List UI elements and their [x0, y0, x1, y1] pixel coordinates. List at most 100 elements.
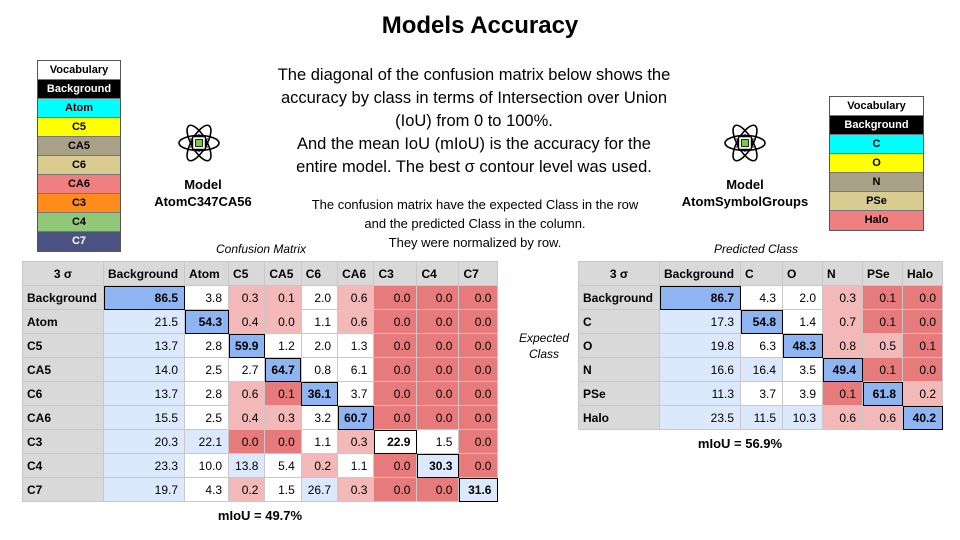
- matrix-cell: 0.0: [373, 309, 418, 334]
- matrix-diagonal-cell: 54.8: [740, 309, 784, 334]
- miou-right: mIoU = 56.9%: [697, 436, 783, 451]
- matrix-cell: 0.1: [862, 357, 904, 382]
- matrix-cell: 0.8: [822, 333, 864, 358]
- matrix-corner-label: 3 σ: [21, 261, 105, 286]
- matrix-cell: 0.2: [300, 453, 339, 478]
- matrix-row-header: C4: [21, 453, 105, 478]
- matrix-row: C5 13.7 2.8 59.9 1.2 2.0 1.3 0.0 0.0 0.0: [21, 333, 499, 358]
- matrix-cell: 0.7: [822, 309, 864, 334]
- matrix-row: Background 86.7 4.3 2.0 0.3 0.1 0.0: [577, 285, 944, 310]
- matrix-cell: 16.4: [740, 357, 784, 382]
- matrix-diagonal-cell: 54.3: [184, 309, 230, 334]
- vocabulary-item: Background: [830, 116, 923, 135]
- matrix-cell: 17.3: [659, 309, 742, 334]
- matrix-cell: 5.4: [264, 453, 302, 478]
- description: The diagonal of the confusion matrix bel…: [262, 64, 686, 179]
- vocabulary-item: C6: [38, 156, 120, 175]
- matrix-cell: 0.4: [228, 405, 266, 430]
- predicted-class-caption: Predicted Class: [714, 242, 799, 256]
- matrix-cell: 0.2: [228, 477, 266, 502]
- matrix-row-header: Background: [21, 285, 105, 310]
- matrix-column-header: CA6: [337, 261, 375, 286]
- matrix-diagonal-cell: 22.9: [373, 429, 418, 454]
- matrix-column-header: C7: [458, 261, 499, 286]
- matrix-cell: 1.4: [782, 309, 824, 334]
- matrix-cell: 1.1: [300, 309, 339, 334]
- matrix-cell: 0.2: [902, 381, 944, 406]
- matrix-row-header: C6: [21, 381, 105, 406]
- matrix-row-header: Halo: [577, 405, 661, 430]
- matrix-cell: 0.1: [862, 309, 904, 334]
- vocabulary-item: C5: [38, 118, 120, 137]
- expected-class-caption: Expected Class: [512, 330, 576, 362]
- matrix-cell: 0.0: [458, 285, 499, 310]
- matrix-cell: 2.8: [184, 333, 230, 358]
- matrix-column-header: N: [822, 261, 864, 286]
- model-label-right: Model AtomSymbolGroups: [680, 176, 810, 210]
- matrix-cell: 0.0: [416, 405, 460, 430]
- matrix-cell: 0.3: [337, 477, 375, 502]
- matrix-cell: 0.1: [822, 381, 864, 406]
- matrix-column-header: C5: [228, 261, 266, 286]
- vocabulary-item: Halo: [830, 211, 923, 230]
- matrix-cell: 0.0: [373, 333, 418, 358]
- matrix-diagonal-cell: 59.9: [228, 333, 266, 358]
- vocabulary-legend-right: Vocabulary Background C O N PSe Halo: [829, 96, 924, 231]
- matrix-cell: 26.7: [300, 477, 339, 502]
- confusion-matrix-caption: Confusion Matrix: [216, 242, 307, 256]
- matrix-diagonal-cell: 40.2: [902, 405, 944, 430]
- matrix-row-header: CA5: [21, 357, 105, 382]
- matrix-diagonal-cell: 30.3: [416, 453, 460, 478]
- matrix-cell: 3.8: [184, 285, 230, 310]
- matrix-row-header: C5: [21, 333, 105, 358]
- matrix-cell: 0.5: [862, 333, 904, 358]
- matrix-cell: 22.1: [184, 429, 230, 454]
- matrix-cell: 4.3: [184, 477, 230, 502]
- matrix-cell: 0.0: [458, 333, 499, 358]
- matrix-cell: 0.0: [416, 285, 460, 310]
- description-line: accuracy by class in terms of Intersecti…: [280, 89, 668, 107]
- note-line: They were normalized by row.: [388, 235, 562, 250]
- matrix-cell: 1.1: [300, 429, 339, 454]
- matrix-row: N 16.6 16.4 3.5 49.4 0.1 0.0: [577, 357, 944, 382]
- matrix-cell: 21.5: [103, 309, 186, 334]
- matrix-cell: 1.5: [264, 477, 302, 502]
- matrix-diagonal-cell: 31.6: [458, 477, 499, 502]
- matrix-cell: 1.5: [416, 429, 460, 454]
- matrix-cell: 10.0: [184, 453, 230, 478]
- model-word: Model: [184, 177, 222, 192]
- miou-left: mIoU = 49.7%: [217, 508, 303, 523]
- matrix-cell: 0.0: [416, 333, 460, 358]
- matrix-corner-label: 3 σ: [577, 261, 661, 286]
- matrix-cell: 6.1: [337, 357, 375, 382]
- expected-word: Expected: [518, 331, 570, 345]
- matrix-row: C3 20.3 22.1 0.0 0.0 1.1 0.3 22.9 1.5 0.0: [21, 429, 499, 454]
- matrix-cell: 0.0: [416, 357, 460, 382]
- matrix-cell: 3.2: [300, 405, 339, 430]
- matrix-cell: 2.0: [300, 285, 339, 310]
- matrix-cell: 2.0: [300, 333, 339, 358]
- atom-chip-icon: [724, 124, 766, 162]
- matrix-diagonal-cell: 49.4: [822, 357, 864, 382]
- model-label-left: Model AtomC347CA56: [138, 176, 268, 210]
- model-name: AtomSymbolGroups: [681, 194, 809, 209]
- matrix-column-header: C4: [416, 261, 460, 286]
- matrix-cell: 14.0: [103, 357, 186, 382]
- vocabulary-item: CA6: [38, 175, 120, 194]
- matrix-cell: 0.8: [300, 357, 339, 382]
- matrix-cell: 3.7: [337, 381, 375, 406]
- matrix-cell: 0.1: [862, 285, 904, 310]
- vocabulary-item: Background: [38, 80, 120, 99]
- note-line: The confusion matrix have the expected C…: [311, 197, 639, 212]
- vocabulary-item: PSe: [830, 192, 923, 211]
- matrix-row: Atom 21.5 54.3 0.4 0.0 1.1 0.6 0.0 0.0 0.0: [21, 309, 499, 334]
- matrix-cell: 0.3: [264, 405, 302, 430]
- matrix-cell: 4.3: [740, 285, 784, 310]
- matrix-column-header: Background: [103, 261, 186, 286]
- matrix-column-header: Halo: [902, 261, 944, 286]
- matrix-column-header: Background: [659, 261, 742, 286]
- matrix-cell: 0.0: [264, 309, 302, 334]
- vocabulary-item: CA5: [38, 137, 120, 156]
- matrix-cell: 2.8: [184, 381, 230, 406]
- matrix-row-header: C7: [21, 477, 105, 502]
